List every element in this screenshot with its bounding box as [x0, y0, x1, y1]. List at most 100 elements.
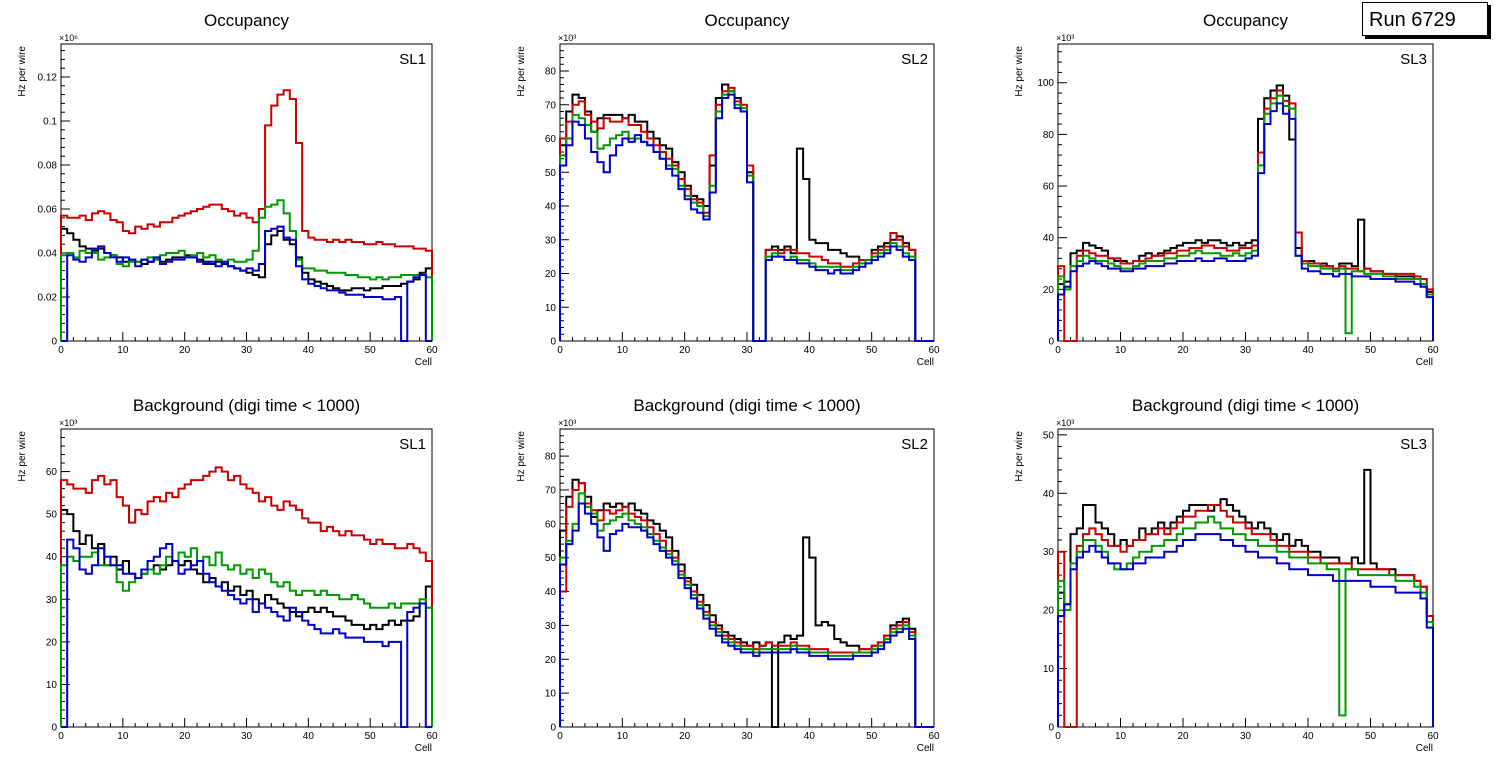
y-tick-label: 20 — [46, 637, 58, 648]
y-tick-label: 0.1 — [43, 117, 57, 128]
series-red — [61, 467, 432, 727]
axis-exponent: ×10³ — [1056, 418, 1074, 428]
x-tick-label: 60 — [426, 345, 438, 356]
x-tick-label: 20 — [179, 731, 191, 742]
series-blue — [560, 95, 934, 341]
x-tick-label: 10 — [117, 345, 129, 356]
x-tick-label: 10 — [617, 731, 629, 742]
y-tick-label: 50 — [545, 553, 557, 564]
x-tick-label: 20 — [1177, 345, 1189, 356]
y-tick-label: 10 — [46, 680, 58, 691]
plot-grid: Occupancy0 10 20 30 40 50 6000.020.040.060.080… — [0, 0, 1496, 772]
x-tick-label: 20 — [1177, 731, 1189, 742]
y-axis-label: Hz per wire — [1014, 46, 1025, 97]
x-tick-label: 60 — [426, 731, 438, 742]
x-axis-label: Cell — [415, 357, 432, 368]
series-black — [61, 229, 432, 341]
x-tick-label: 0 — [557, 345, 563, 356]
series-blue — [1058, 103, 1433, 341]
y-tick-label: 0 — [550, 723, 556, 734]
x-tick-label: 0 — [58, 345, 64, 356]
x-tick-label: 60 — [1427, 345, 1439, 356]
run-label: Run 6729 — [1362, 2, 1488, 36]
series-red — [1058, 90, 1433, 341]
x-tick-label: 20 — [179, 345, 191, 356]
axis-exponent: ×10³ — [59, 418, 77, 428]
x-tick-label: 10 — [117, 731, 129, 742]
x-tick-label: 0 — [557, 731, 563, 742]
x-tick-label: 50 — [1365, 345, 1377, 356]
x-axis-label: Cell — [415, 743, 432, 754]
y-tick-label: 0 — [1048, 337, 1054, 348]
series-blue — [560, 504, 934, 728]
panel-5: Background (digi time < 1000) 0 10 20 30 40 50… — [516, 396, 940, 754]
x-tick-label: 60 — [928, 731, 940, 742]
y-axis-label: Hz per wire — [1014, 431, 1025, 482]
y-tick-label: 20 — [545, 655, 557, 666]
x-tick-label: 0 — [58, 731, 64, 742]
x-tick-label: 40 — [303, 345, 315, 356]
x-tick-label: 30 — [741, 345, 753, 356]
x-axis-label: Cell — [1416, 743, 1433, 754]
x-tick-label: 50 — [365, 345, 377, 356]
y-tick-label: 40 — [46, 552, 58, 563]
y-tick-label: 0.04 — [38, 249, 58, 260]
y-tick-label: 20 — [1043, 285, 1055, 296]
y-tick-label: 0 — [1048, 723, 1054, 734]
x-tick-label: 10 — [617, 345, 629, 356]
y-tick-label: 80 — [545, 67, 557, 78]
y-tick-label: 50 — [1043, 430, 1055, 441]
panel-title: Occupancy — [704, 11, 790, 30]
y-tick-label: 60 — [1043, 182, 1055, 193]
superlayer-label: SL3 — [1400, 436, 1427, 453]
x-tick-label: 10 — [1115, 345, 1127, 356]
superlayer-label: SL2 — [901, 51, 928, 68]
panel-2: Occupancy 0 10 20 30 40 50 60 0 10 20 30 40 50 60 70 80 ×… — [516, 11, 940, 368]
y-tick-label: 10 — [545, 689, 557, 700]
y-tick-label: 60 — [545, 134, 557, 145]
x-tick-label: 40 — [303, 731, 315, 742]
x-tick-label: 60 — [1427, 731, 1439, 742]
series-green — [560, 493, 934, 727]
x-tick-label: 40 — [1302, 345, 1314, 356]
panel-title: Background (digi time < 1000) — [1132, 396, 1359, 415]
x-tick-label: 10 — [1115, 731, 1127, 742]
y-tick-label: 40 — [545, 202, 557, 213]
y-axis-label: Hz per wire — [17, 46, 28, 97]
y-axis-label: Hz per wire — [516, 431, 527, 482]
y-tick-label: 100 — [1037, 78, 1054, 89]
y-tick-label: 20 — [1043, 606, 1055, 617]
superlayer-label: SL1 — [399, 436, 426, 453]
x-tick-label: 50 — [866, 345, 878, 356]
y-tick-label: 0.12 — [38, 73, 58, 84]
panel-title: Background (digi time < 1000) — [133, 396, 360, 415]
y-tick-label: 30 — [545, 621, 557, 632]
panel-1: Occupancy 0 10 20 30 40 50 60 0 0.02 0.04 0.06 0.08 0… — [17, 11, 438, 368]
panel-6: Background (digi time < 1000) 0 10 20 30 40 50… — [1014, 396, 1439, 754]
x-tick-label: 0 — [1055, 731, 1061, 742]
axis-exponent: ×10⁶ — [59, 33, 78, 43]
series-green — [1058, 96, 1433, 341]
x-tick-label: 60 — [928, 345, 940, 356]
series-black — [1058, 470, 1433, 727]
x-tick-label: 30 — [1240, 345, 1252, 356]
series-green — [61, 548, 432, 727]
superlayer-label: SL3 — [1400, 51, 1427, 68]
x-tick-label: 50 — [1365, 731, 1377, 742]
axis-exponent: ×10³ — [558, 418, 576, 428]
panel-3: Occupancy0 10 20 30 40 50 60020406080100×10³Ce… — [1014, 11, 1439, 368]
y-tick-label: 80 — [545, 452, 557, 463]
x-axis-label: Cell — [917, 357, 934, 368]
y-tick-label: 0 — [550, 337, 556, 348]
y-tick-label: 30 — [545, 235, 557, 246]
x-tick-label: 50 — [866, 731, 878, 742]
series-red — [61, 90, 432, 341]
series-black — [1058, 85, 1433, 341]
y-tick-label: 10 — [545, 303, 557, 314]
plot-frame — [1058, 429, 1433, 727]
x-tick-label: 20 — [679, 731, 691, 742]
y-tick-label: 0 — [51, 723, 57, 734]
y-tick-label: 0.06 — [38, 205, 58, 216]
y-tick-label: 40 — [1043, 233, 1055, 244]
superlayer-label: SL2 — [901, 436, 928, 453]
